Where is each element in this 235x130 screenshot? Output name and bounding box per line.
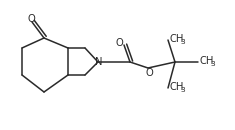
Text: CH: CH [170, 82, 184, 92]
Text: 3: 3 [180, 39, 185, 45]
Text: O: O [27, 14, 35, 24]
Text: CH: CH [200, 56, 214, 66]
Text: CH: CH [170, 34, 184, 44]
Text: O: O [115, 38, 123, 48]
Text: N: N [95, 57, 103, 67]
Text: O: O [145, 68, 153, 78]
Text: 3: 3 [180, 87, 185, 93]
Text: 3: 3 [210, 61, 215, 67]
